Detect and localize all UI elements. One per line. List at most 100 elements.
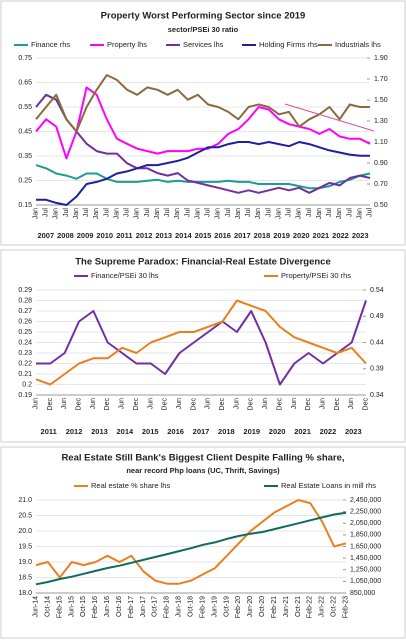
trend-line — [284, 103, 375, 132]
x-tick-label: Jun — [291, 398, 298, 409]
x-tick-label: Jan — [113, 208, 120, 219]
x-tick-label: Feb-15 — [56, 596, 63, 618]
x-group-label: 2011 — [41, 427, 57, 436]
legend-label: Property/PSEi 30 rhs — [281, 271, 351, 280]
chart-title: Real Estate Still Bank's Biggest Client … — [61, 453, 344, 464]
x-tick-label: Dec — [334, 398, 341, 411]
y-tick-label: 21.0 — [18, 497, 32, 504]
legend-label: Finance/PSEi 30 lhs — [91, 271, 159, 280]
x-tick-label: Jun-14 — [33, 596, 40, 618]
y-tick-label: 0.28 — [18, 297, 32, 304]
y-tick-label: 0.90 — [374, 160, 388, 167]
y-tick-label: 0.75 — [18, 55, 32, 62]
x-tick-label: Jun-20 — [247, 596, 254, 618]
x-tick-label: Jun — [176, 398, 183, 409]
y-tick-label: 0.45 — [18, 128, 32, 135]
y-tick-label: 2,050,000 — [350, 520, 381, 527]
y-tick-label: 0.23 — [18, 350, 32, 357]
x-tick-label: Feb-18 — [164, 596, 171, 618]
y-tick-label: 20.0 — [18, 528, 32, 535]
x-tick-label: Jul — [144, 208, 151, 217]
x-group-label: 2019 — [243, 427, 260, 436]
x-group-label: 2017 — [193, 427, 210, 436]
y-tick-label: 2,450,000 — [350, 497, 381, 504]
x-tick-label: Dec — [76, 398, 83, 411]
chart-title: The Supreme Paradox: Financial-Real Esta… — [75, 257, 331, 268]
y-tick-label: 0.2 — [22, 381, 32, 388]
x-tick-label: Oct-16 — [116, 596, 123, 617]
y-tick-label: 0.22 — [18, 360, 32, 367]
legend-label: Finance rhs — [31, 40, 70, 49]
x-tick-label: Jun — [205, 398, 212, 409]
x-tick-label: Oct-15 — [80, 596, 87, 617]
panel — [0, 446, 406, 639]
legend-label: Holding Firms rhs — [259, 40, 318, 49]
x-group-label: 2014 — [117, 427, 135, 436]
y-tick-label: 1,050,000 — [350, 578, 381, 585]
x-tick-label: Jun-18 — [176, 596, 183, 618]
x-tick-label: Jul — [205, 208, 212, 217]
x-group-label: 2010 — [96, 231, 113, 240]
x-tick-label: Jun — [119, 398, 126, 409]
x-tick-label: Jun-21 — [283, 596, 290, 618]
x-tick-label: Jan — [53, 208, 60, 219]
x-group-label: 2020 — [293, 231, 310, 240]
x-tick-label: Feb-19 — [199, 596, 206, 618]
x-tick-label: Jul — [63, 208, 70, 217]
y-tick-label: 0.49 — [370, 313, 384, 320]
series-line — [35, 86, 371, 160]
x-tick-label: Feb-17 — [128, 596, 135, 618]
x-tick-label: Jan — [194, 208, 201, 219]
x-group-label: 2018 — [218, 427, 235, 436]
x-tick-label: Jul — [346, 208, 353, 217]
chart-title: Property Worst Performing Sector since 2… — [101, 11, 306, 22]
chart-subtitle: sector/PSEi 30 ratio — [168, 25, 239, 34]
x-group-label: 2012 — [136, 231, 153, 240]
x-tick-label: Feb-22 — [307, 596, 314, 618]
x-tick-label: Jan — [275, 208, 282, 219]
y-tick-label: 18.5 — [18, 574, 32, 581]
x-group-label: 2023 — [352, 231, 369, 240]
x-tick-label: Feb-20 — [235, 596, 242, 618]
series-line — [36, 300, 367, 386]
y-tick-label: 0.21 — [18, 371, 32, 378]
legend-label: Industrials lhs — [335, 40, 381, 49]
x-tick-label: Oct-22 — [331, 596, 338, 617]
y-tick-label: 0.19 — [18, 392, 32, 399]
x-group-label: 2023 — [345, 427, 362, 436]
y-tick-label: 20.5 — [18, 512, 32, 519]
series-line — [35, 74, 370, 133]
x-tick-label: Oct-21 — [295, 596, 302, 617]
x-tick-label: Oct-14 — [44, 596, 51, 617]
x-group-label: 2011 — [116, 231, 132, 240]
x-tick-label: Jan — [356, 208, 363, 219]
y-tick-label: 0.39 — [370, 366, 384, 373]
x-group-label: 2020 — [269, 427, 286, 436]
x-tick-label: Jun — [90, 398, 97, 409]
y-tick-label: 0.54 — [370, 287, 384, 294]
legend-label: Property lhs — [107, 40, 147, 49]
x-tick-label: Jul — [286, 208, 293, 217]
x-tick-label: Dec — [248, 398, 255, 411]
x-group-label: 2013 — [155, 231, 172, 240]
y-tick-label: 0.25 — [18, 329, 32, 336]
y-tick-label: 0.25 — [18, 177, 32, 184]
y-tick-label: 1.30 — [374, 118, 388, 125]
series-line — [35, 511, 347, 586]
series-line — [35, 164, 371, 190]
x-tick-label: Jul — [265, 208, 272, 217]
y-tick-label: 850,000 — [350, 590, 375, 597]
x-group-label: 2013 — [91, 427, 108, 436]
legend-label: Real Estate Loans in mill rhs — [281, 481, 376, 490]
x-tick-label: Jun — [61, 398, 68, 409]
x-tick-label: Jun-22 — [319, 596, 326, 618]
x-group-label: 2021 — [294, 427, 311, 436]
x-tick-label: Dec — [162, 398, 169, 411]
legend-label: Services lhs — [183, 40, 224, 49]
panel — [0, 249, 406, 443]
x-group-label: 2009 — [77, 231, 94, 240]
y-tick-label: 0.26 — [18, 318, 32, 325]
y-tick-label: 18.0 — [18, 590, 32, 597]
y-tick-label: 1,250,000 — [350, 567, 381, 574]
